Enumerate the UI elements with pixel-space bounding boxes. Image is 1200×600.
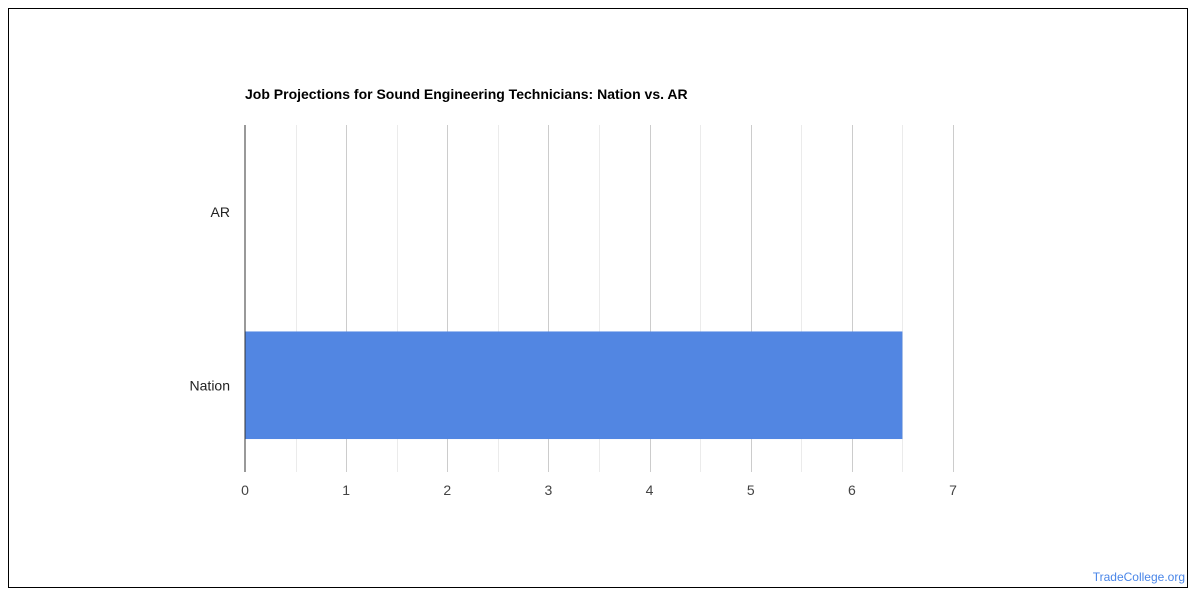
x-tick-label: 3	[545, 482, 553, 498]
x-tick-label: 0	[241, 482, 249, 498]
x-tick-label: 6	[848, 482, 856, 498]
category-label-ar: AR	[211, 204, 230, 220]
x-tick-label: 5	[747, 482, 755, 498]
category-labels: AR Nation	[190, 204, 230, 394]
x-axis-tick-labels: 0 1 2 3 4 5 6 7	[241, 482, 957, 498]
chart-frame	[8, 8, 1188, 588]
x-tick-label: 2	[443, 482, 451, 498]
category-label-nation: Nation	[190, 377, 230, 393]
x-tick-label: 1	[342, 482, 350, 498]
chart-title: Job Projections for Sound Engineering Te…	[245, 86, 688, 102]
bar-nation	[245, 331, 903, 440]
bars	[245, 331, 903, 440]
x-tick-label: 7	[949, 482, 957, 498]
watermark-link[interactable]: TradeCollege.org	[1092, 570, 1185, 584]
x-tick-label: 4	[646, 482, 654, 498]
